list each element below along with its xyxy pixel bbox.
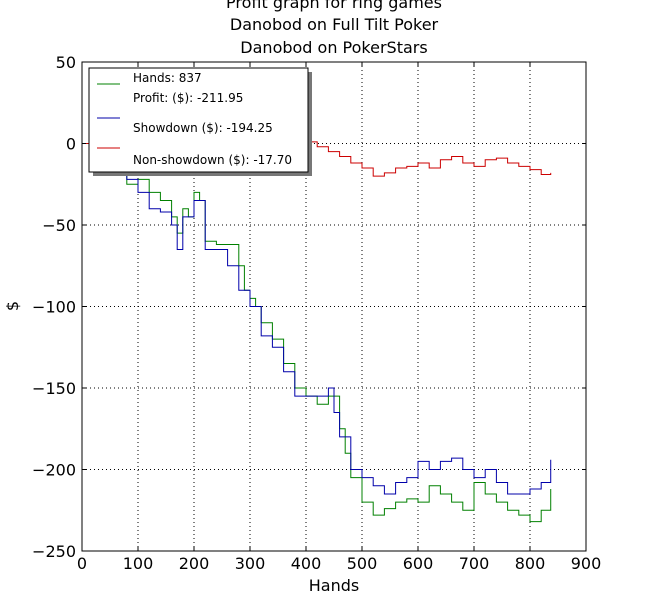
x-tick-label: 800 bbox=[515, 554, 546, 573]
y-tick-label: −250 bbox=[32, 542, 76, 561]
x-tick-label: 700 bbox=[459, 554, 490, 573]
y-tick-label: 50 bbox=[56, 53, 76, 72]
legend-hands-text: Hands: 837 bbox=[133, 71, 202, 85]
x-tick-label: 200 bbox=[179, 554, 210, 573]
chart-title-line-1: Profit graph for ring games bbox=[226, 0, 442, 12]
x-tick-label: 400 bbox=[291, 554, 322, 573]
x-tick-label: 600 bbox=[403, 554, 434, 573]
chart-title-line-2: Danobod on Full Tilt Poker bbox=[230, 15, 439, 34]
x-tick-label: 500 bbox=[347, 554, 378, 573]
axis-ticks bbox=[81, 61, 587, 552]
y-axis-label: $ bbox=[3, 301, 22, 311]
series-line-showdown bbox=[82, 143, 552, 495]
x-tick-label: 900 bbox=[571, 554, 602, 573]
y-tick-label: 0 bbox=[66, 135, 76, 154]
y-tick-labels: 50 0 −50 −100 −150 −200 −250 bbox=[32, 53, 76, 561]
chart-title-line-3: Danobod on PokerStars bbox=[240, 38, 427, 57]
y-tick-label: −100 bbox=[32, 298, 76, 317]
y-tick-label: −200 bbox=[32, 461, 76, 480]
legend-profit-text: Profit: ($): -211.95 bbox=[133, 91, 243, 105]
legend-box bbox=[88, 67, 309, 173]
legend: Hands: 837 Profit: ($): -211.95 Showdown… bbox=[88, 67, 312, 176]
x-axis-label: Hands bbox=[309, 576, 359, 595]
legend-showdown-text: Showdown ($): -194.25 bbox=[133, 121, 273, 135]
y-tick-label: −150 bbox=[32, 379, 76, 398]
x-tick-label: 100 bbox=[123, 554, 154, 573]
x-tick-label: 300 bbox=[235, 554, 266, 573]
y-tick-label: −50 bbox=[42, 216, 76, 235]
legend-nonshowdown-text: Non-showdown ($): -17.70 bbox=[133, 153, 292, 167]
x-tick-label: 0 bbox=[77, 554, 87, 573]
x-tick-labels: 0 100 200 300 400 500 600 700 800 900 bbox=[77, 554, 601, 573]
